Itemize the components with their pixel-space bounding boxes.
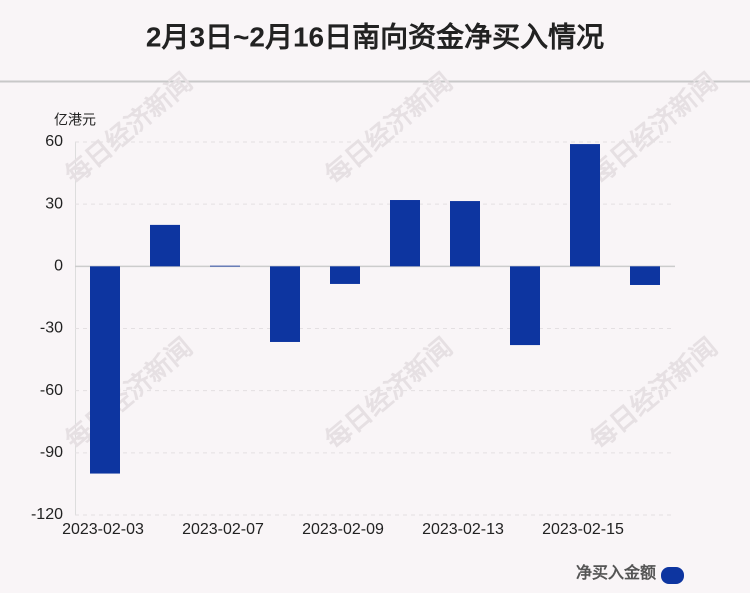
y-tick-label: -90 <box>40 444 63 461</box>
bar <box>270 266 300 342</box>
legend-label: 净买入金额 <box>576 563 656 582</box>
bar <box>630 266 660 285</box>
watermark: 每日经济新闻 <box>584 332 723 455</box>
bar <box>450 201 480 267</box>
x-tick-label: 2023-02-07 <box>182 521 264 538</box>
y-tick-label: 0 <box>54 258 63 275</box>
x-tick-label: 2023-02-13 <box>422 521 504 538</box>
bar <box>510 266 540 346</box>
y-tick-label: -120 <box>31 506 63 523</box>
bar <box>90 266 120 474</box>
watermark: 每日经济新闻 <box>319 67 458 190</box>
bar <box>390 200 420 267</box>
bar <box>570 144 600 267</box>
chart-title: 2月3日~2月16日南向资金净买入情况 <box>146 20 604 52</box>
x-tick-label: 2023-02-03 <box>62 521 144 538</box>
y-tick-label: -60 <box>40 382 63 399</box>
watermark: 每日经济新闻 <box>584 67 723 190</box>
bar <box>150 224 180 267</box>
y-unit: 亿港元 <box>54 112 96 128</box>
x-tick-label: 2023-02-15 <box>542 521 624 538</box>
bar <box>330 266 360 284</box>
watermark: 每日经济新闻 <box>59 332 198 455</box>
bar <box>210 265 240 267</box>
watermark: 每日经济新闻 <box>59 67 198 190</box>
y-tick-label: 60 <box>45 133 63 150</box>
x-tick-label: 2023-02-09 <box>302 521 384 538</box>
legend-swatch <box>661 567 684 584</box>
y-tick-label: 30 <box>45 195 63 212</box>
watermark: 每日经济新闻 <box>319 332 458 455</box>
y-tick-label: -30 <box>40 320 63 337</box>
